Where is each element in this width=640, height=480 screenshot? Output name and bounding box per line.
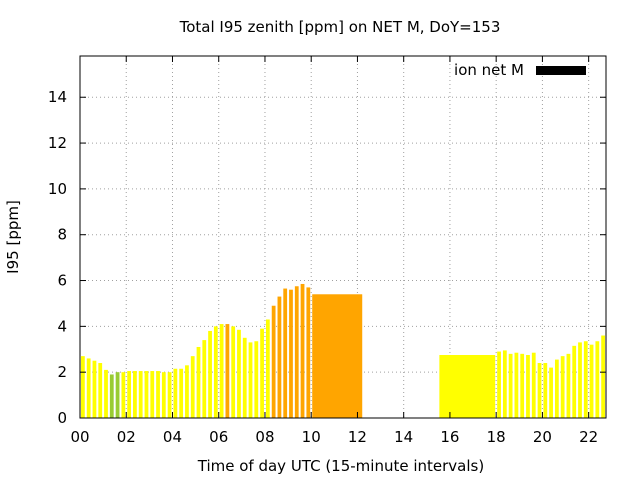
y-tick-label: 6 <box>57 272 67 290</box>
y-axis-label: I95 [ppm] <box>4 200 22 274</box>
bar <box>583 341 588 418</box>
bar <box>115 372 120 418</box>
bar <box>248 342 253 418</box>
bar <box>179 368 184 418</box>
x-tick-label: 12 <box>348 428 367 446</box>
bar <box>196 346 201 418</box>
x-tick-label: 02 <box>117 428 136 446</box>
bar <box>81 356 85 418</box>
bar <box>156 371 160 418</box>
bar <box>260 328 264 418</box>
bar <box>497 351 501 418</box>
x-tick-label: 22 <box>579 428 598 446</box>
bar <box>531 352 536 418</box>
bar <box>294 286 299 418</box>
bar <box>242 337 247 418</box>
bar <box>306 287 311 418</box>
bar <box>231 326 236 418</box>
bar <box>225 324 230 418</box>
bar <box>572 345 577 418</box>
bars <box>81 283 605 418</box>
y-tick-label: 0 <box>57 409 67 427</box>
x-tick-label: 10 <box>302 428 321 446</box>
bar <box>578 342 582 418</box>
y-tick-label: 12 <box>48 134 67 152</box>
y-tick-label: 4 <box>57 317 67 335</box>
x-tick-label: 04 <box>163 428 182 446</box>
bar <box>300 283 305 418</box>
bar <box>537 363 542 418</box>
x-axis-label: Time of day UTC (15-minute intervals) <box>197 457 484 475</box>
bar <box>86 358 91 418</box>
bar <box>121 372 126 418</box>
bar <box>202 340 207 418</box>
bar <box>138 371 143 418</box>
bar <box>213 326 218 418</box>
bar <box>283 288 288 418</box>
bar <box>566 353 571 418</box>
bar <box>98 363 103 418</box>
grid <box>80 56 606 418</box>
bar <box>127 371 132 418</box>
bar <box>133 371 137 418</box>
x-tick-label: 16 <box>440 428 459 446</box>
bar <box>92 360 97 418</box>
legend: ion net M <box>454 61 586 79</box>
bar <box>560 356 565 418</box>
bar <box>549 367 553 418</box>
bar <box>595 341 600 418</box>
bar <box>144 371 149 418</box>
bar <box>514 352 519 418</box>
y-tick-label: 10 <box>48 180 67 198</box>
legend-label: ion net M <box>454 61 524 79</box>
plot-frame <box>79 55 607 419</box>
bar <box>185 365 189 418</box>
bar <box>520 353 525 418</box>
x-tick-label: 08 <box>255 428 274 446</box>
x-tick-label: 14 <box>394 428 413 446</box>
chart-title: Total I95 zenith [ppm] on NET M, DoY=153 <box>179 18 501 36</box>
bar <box>219 324 224 418</box>
y-tick-label: 2 <box>57 363 67 381</box>
bar <box>271 305 276 418</box>
x-axis-ticks: 00 02 04 06 08 10 12 14 16 18 20 22 <box>70 56 598 446</box>
y-tick-label: 14 <box>48 88 67 106</box>
bar <box>601 335 605 418</box>
bar <box>109 374 114 418</box>
y-tick-label: 8 <box>57 226 67 244</box>
bar <box>254 341 259 418</box>
bar <box>554 359 559 418</box>
bar <box>277 296 282 418</box>
y-axis-ticks: 0 2 4 6 8 10 12 14 <box>48 88 606 427</box>
bar <box>237 329 241 418</box>
bar <box>439 354 496 418</box>
bar <box>502 350 507 418</box>
legend-swatch <box>536 66 586 75</box>
bar <box>208 330 212 418</box>
bar <box>150 371 155 418</box>
bar <box>265 319 270 418</box>
bar <box>104 369 108 418</box>
bar <box>312 294 363 418</box>
bar <box>526 354 530 418</box>
bar <box>508 353 513 418</box>
bar <box>289 289 293 418</box>
x-tick-label: 06 <box>209 428 228 446</box>
x-tick-label: 18 <box>487 428 506 446</box>
bar <box>190 356 195 418</box>
bar <box>173 368 178 418</box>
bar <box>167 372 172 418</box>
bar <box>161 372 166 418</box>
x-tick-label: 00 <box>70 428 89 446</box>
bar <box>589 344 594 418</box>
x-tick-label: 20 <box>533 428 552 446</box>
bar <box>543 363 548 418</box>
